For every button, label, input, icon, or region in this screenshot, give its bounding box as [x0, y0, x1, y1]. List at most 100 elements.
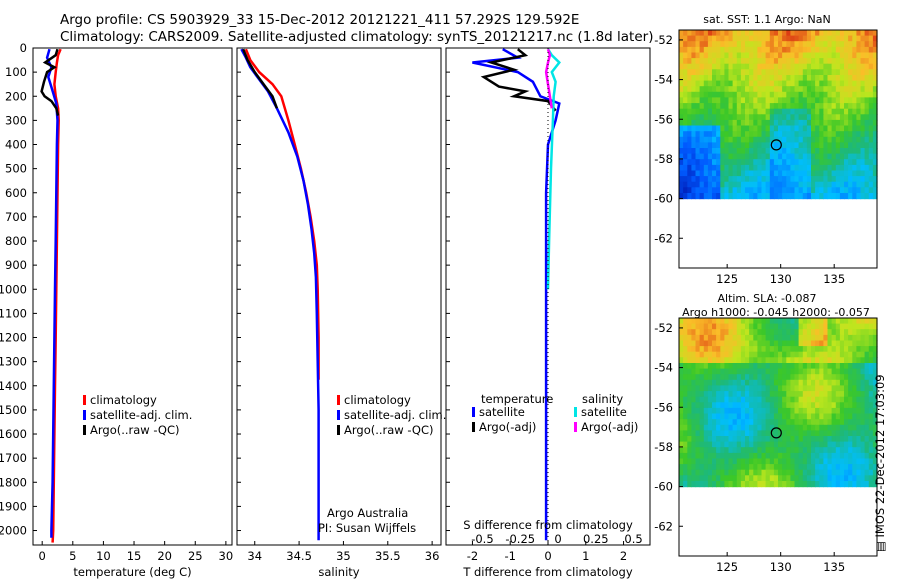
sst_map-cell — [864, 91, 870, 98]
sst_map-cell — [811, 41, 816, 48]
sla_map-cell — [839, 323, 845, 330]
sst_map-cell — [716, 86, 721, 93]
sla_map-cell — [683, 318, 688, 325]
sla_map-cell — [823, 334, 829, 342]
sla_map-cell — [757, 346, 763, 353]
sst_map-cell — [823, 181, 829, 188]
sst_map-cell — [699, 103, 705, 110]
sla_map-cell — [773, 475, 779, 482]
sst_map-cell — [736, 142, 742, 149]
sla_map-cell — [790, 458, 796, 465]
sla_map-cell — [831, 464, 837, 471]
sst_map-cell — [695, 131, 701, 138]
sst_map-cell — [835, 176, 841, 183]
sst_map-cell — [740, 153, 746, 160]
sla_map-cell — [790, 329, 796, 336]
sla_map-cell — [707, 379, 713, 386]
sst_map-cell — [839, 170, 845, 177]
sla_map-cell — [811, 363, 816, 370]
sla_map-cell — [699, 318, 705, 325]
sla_map-cell — [827, 396, 833, 403]
sst_map-cell — [712, 114, 717, 121]
sst_map-cell — [745, 181, 750, 188]
sla_map-cell — [769, 323, 775, 330]
sst_map-cell — [844, 58, 849, 65]
sst_map-cell — [691, 136, 697, 143]
sla_map-cell — [728, 424, 734, 431]
sla_map-cell — [773, 363, 779, 370]
sla_map-cell — [848, 458, 853, 465]
sst_map-cell — [868, 136, 874, 143]
sla_map-cell — [765, 340, 771, 347]
sst_map-cell — [679, 35, 684, 42]
temperature-ytick-label: 1100 — [0, 306, 27, 320]
sst_map-cell — [852, 69, 857, 76]
sla_map-cell — [844, 458, 849, 465]
sla_map-cell — [687, 413, 692, 420]
sla_map-cell — [839, 368, 845, 375]
sla_map-cell — [811, 481, 816, 488]
sst_map-cell — [679, 97, 684, 104]
difference-series-2 — [546, 48, 561, 290]
sla_map-cell — [811, 396, 816, 403]
sst_map-cell — [839, 142, 845, 149]
sst_map-cell — [707, 63, 713, 70]
sla_map-cell — [802, 323, 808, 330]
sla_map-cell — [683, 323, 688, 330]
sst_map-cell — [860, 153, 866, 160]
sst_map-cell — [745, 58, 750, 65]
sst_map-cell — [724, 58, 730, 65]
sst_map-cell — [691, 131, 697, 138]
sla_map-cell — [860, 357, 866, 364]
sla_map-cell — [839, 374, 845, 381]
sst_map-cell — [806, 136, 812, 143]
sla_map-cell — [749, 340, 754, 347]
sla_map-cell — [703, 430, 709, 437]
sla_map-cell — [765, 379, 771, 386]
sla_map-cell — [811, 323, 816, 330]
sst_map-cell — [802, 164, 808, 172]
sst_map-cell — [790, 119, 796, 127]
sst_map-cell — [745, 193, 750, 200]
sla_map-cell — [786, 323, 791, 330]
sst_map-cell — [835, 35, 841, 42]
sla_map-cell — [844, 346, 849, 353]
sst_map-cell — [802, 181, 808, 188]
sla_map-cell — [761, 346, 767, 353]
sst_map-cell — [732, 35, 738, 42]
sst_map-cell — [835, 103, 841, 110]
sla_map-cell — [794, 464, 800, 471]
sla_map-ytick-label: -60 — [654, 480, 673, 494]
sla_map-cell — [856, 351, 862, 358]
sla_map-cell — [773, 357, 779, 364]
sla_map-cell — [839, 351, 845, 358]
sst_map-cell — [765, 142, 771, 149]
sla_map-cell — [757, 323, 763, 330]
sla_map-cell — [703, 357, 709, 364]
sst_map-cell — [716, 35, 721, 42]
sla_map-cell — [740, 396, 746, 403]
sst_map-cell — [761, 63, 767, 70]
sla_map-cell — [749, 385, 754, 392]
sst_map-cell — [786, 63, 791, 70]
sst_map-cell — [753, 193, 758, 200]
sst_map-cell — [757, 131, 763, 138]
sst_map-cell — [728, 181, 734, 188]
sst_map-cell — [728, 30, 734, 37]
sla_map-cell — [679, 340, 684, 347]
sla_map-cell — [864, 407, 870, 415]
sst_map-cell — [720, 187, 725, 194]
sla_map-cell — [782, 374, 787, 381]
sla_map-cell — [823, 323, 829, 330]
sla_map-cell — [703, 323, 709, 330]
sst_map-cell — [773, 131, 779, 138]
sla_map-cell — [765, 407, 771, 415]
sst_map-cell — [786, 176, 791, 183]
sst_map-cell — [835, 52, 841, 59]
sst_map-cell — [782, 63, 787, 70]
sst_map-cell — [852, 136, 857, 143]
sla_map-cell — [745, 385, 750, 392]
sla_map-cell — [815, 481, 820, 488]
sst_map-cell — [736, 125, 742, 132]
sla_map-cell — [687, 407, 692, 415]
